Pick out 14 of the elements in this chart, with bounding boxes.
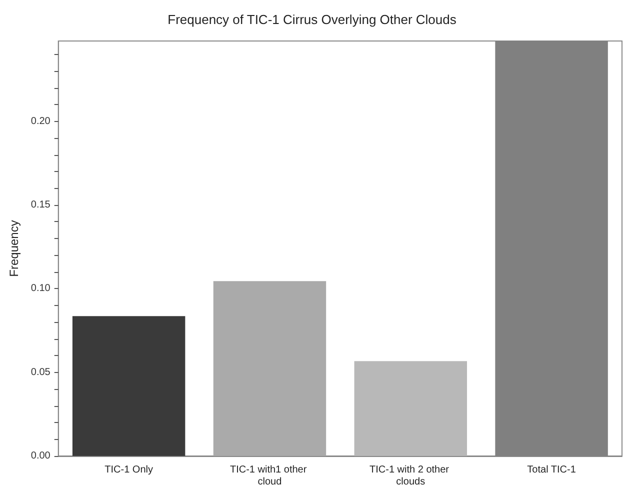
x-tick-label: Total TIC-1 [527, 464, 576, 476]
y-tick-label: 0.05 [30, 366, 51, 378]
x-tick-label: TIC-1 with 2 other clouds [370, 464, 452, 488]
text: 0.00 [30, 450, 50, 462]
bar [213, 281, 326, 456]
x-tick-label: TIC-1 Only [104, 464, 153, 476]
x-tick-label: TIC-1 with1 other cloud [230, 464, 310, 488]
y-axis-title: Frequency [7, 220, 21, 277]
y-tick-label: 0.10 [30, 283, 51, 294]
y-tick-label: 0.20 [30, 116, 51, 127]
y-tick-label: 0.15 [30, 199, 51, 210]
bar [72, 316, 186, 456]
bar [354, 361, 467, 456]
chart-title: Frequency of TIC-1 Cirrus Overlying Other Clouds [168, 12, 457, 27]
